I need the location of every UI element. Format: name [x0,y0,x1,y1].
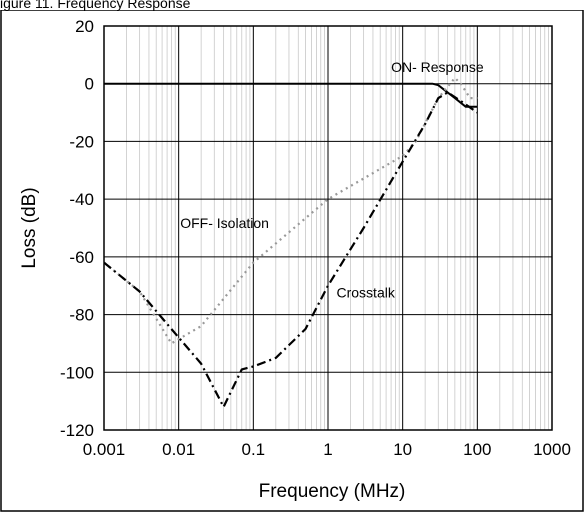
figure-caption: igure 11. Frequency Response [0,0,191,11]
series-line-off-isolation [103,76,478,345]
tick-labels: 0.001 0.01 0.1 1 10 100 1000 20 0 -20 -40 -60 -80 -10… [60,17,571,459]
series-annotation: OFF- Isolation [180,215,269,231]
x-tick-label: 0.1 [242,440,266,459]
series-line-on-response [104,82,478,108]
series-annotation: ON- Response [391,59,484,75]
y-tick-label: -120 [60,421,94,440]
x-axis-title: Frequency (MHz) [259,481,406,502]
x-tick-label: 1 [323,440,332,459]
caption-band [0,0,584,10]
plot-area-border [103,25,553,431]
y-tick-label: 0 [85,75,94,94]
x-tick-label: 0.01 [162,440,195,459]
x-tick-label: 100 [463,440,491,459]
x-tick-label: 1000 [533,440,571,459]
annotations: ON- Response OFF- Isolation Crosstalk [180,59,484,300]
y-tick-label: -40 [69,190,94,209]
y-axis-title: Loss (dB) [19,187,40,268]
y-tick-label: -100 [60,363,94,382]
grid [103,25,553,431]
y-tick-label: -20 [69,132,94,151]
x-tick-label: 0.001 [83,440,126,459]
series-annotation: Crosstalk [337,284,396,300]
y-tick-label: 20 [75,17,94,36]
y-tick-label: -80 [69,306,94,325]
series-layer [103,76,478,408]
y-tick-label: -60 [69,248,94,267]
series-line-crosstalk [103,91,478,408]
x-tick-label: 10 [393,440,412,459]
